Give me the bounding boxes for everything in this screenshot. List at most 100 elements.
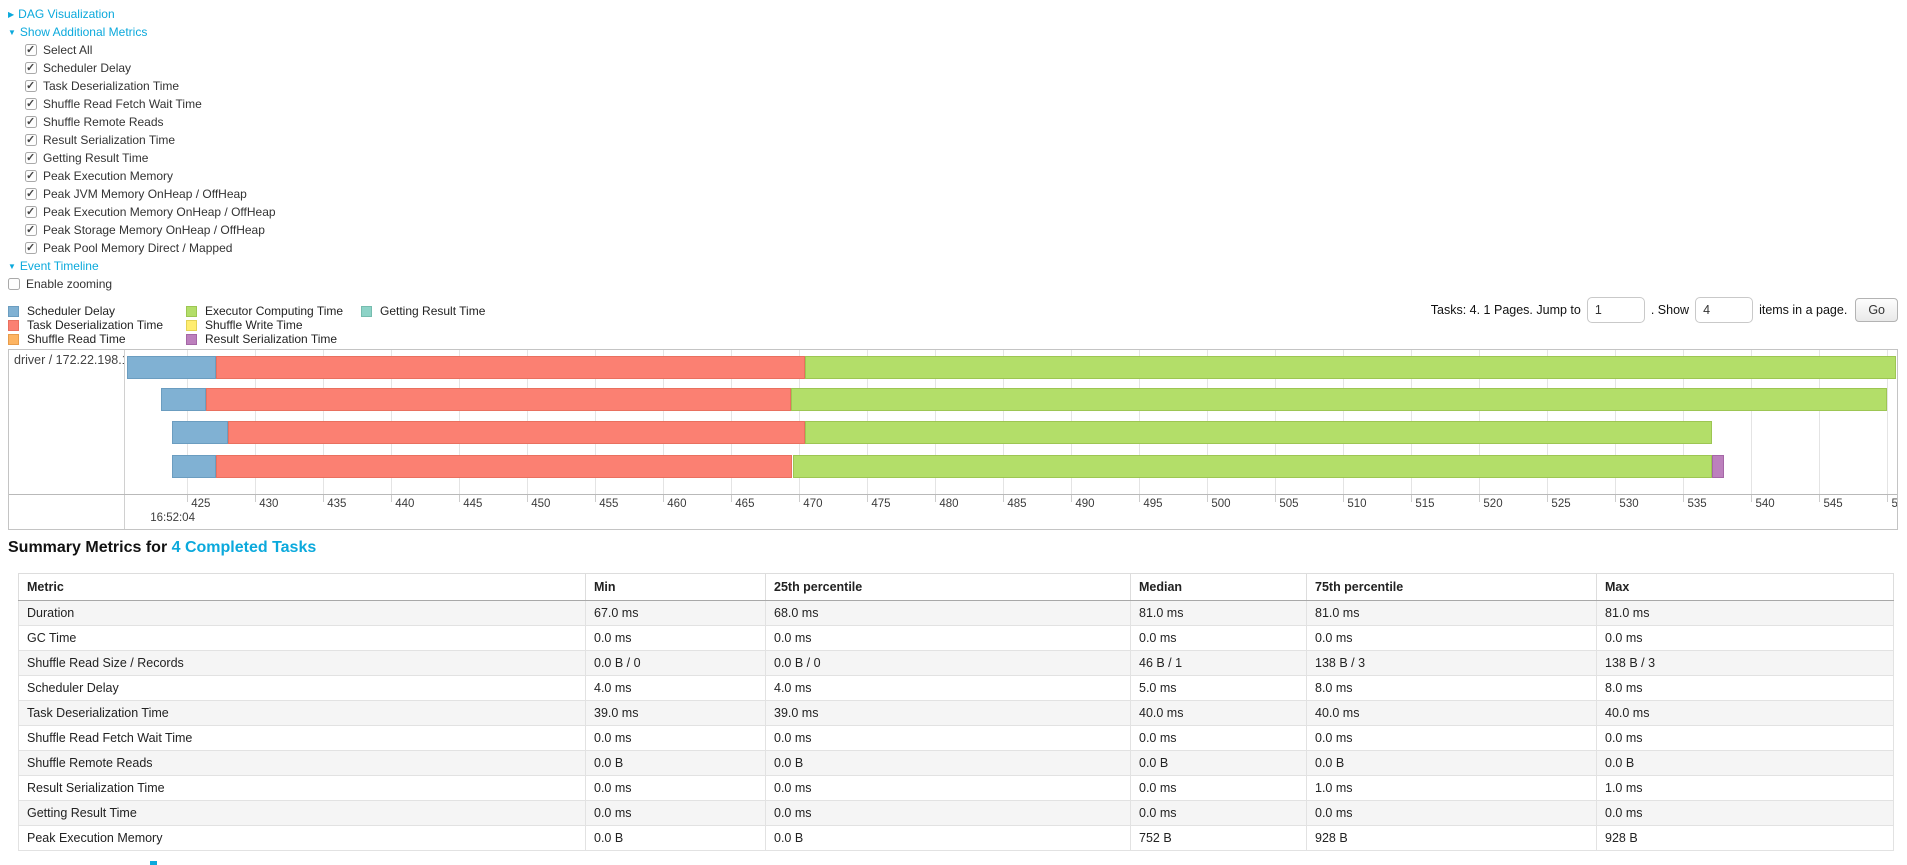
metric-checkbox[interactable] <box>25 97 37 110</box>
table-cell: 928 B <box>1306 825 1597 851</box>
task-bar-segment-scheduler-delay[interactable] <box>161 388 207 411</box>
table-row: Scheduler Delay 4.0 ms 4.0 ms 5.0 ms 8.0 ms 8… <box>18 675 1894 701</box>
table-cell: 0.0 B <box>1596 750 1894 776</box>
metric-checkbox-row[interactable]: Peak Execution Memory <box>8 167 276 185</box>
task-bar-segment-executor-computing[interactable] <box>804 421 1712 444</box>
task-bar-segment-scheduler-delay[interactable] <box>172 421 228 444</box>
gridline <box>1819 350 1821 494</box>
metric-checkbox[interactable] <box>25 223 37 236</box>
dag-visualization-toggle[interactable]: ▶ DAG Visualization <box>8 5 276 23</box>
metric-checkbox-row[interactable]: Shuffle Read Fetch Wait Time <box>8 95 276 113</box>
event-timeline-link[interactable]: Event Timeline <box>19 259 99 273</box>
table-row: Duration 67.0 ms 68.0 ms 81.0 ms 81.0 ms 81.0… <box>18 600 1894 626</box>
executor-group-label: driver / 172.22.198.104 <box>14 353 124 367</box>
task-bar-segment-scheduler-delay[interactable] <box>172 455 216 478</box>
metric-checkbox-row[interactable]: Peak Pool Memory Direct / Mapped <box>8 239 276 257</box>
metric-checkbox[interactable] <box>25 61 37 74</box>
metric-checkbox[interactable] <box>25 43 37 56</box>
legend-label: Scheduler Delay <box>27 304 116 318</box>
pagination-prefix-text: Tasks: 4. 1 Pages. Jump to <box>1430 303 1581 317</box>
metric-checkbox-row[interactable]: Select All <box>8 41 276 59</box>
executor-label-column: driver / 172.22.198.104 <box>9 350 125 529</box>
enable-zooming-row[interactable]: Enable zooming <box>8 275 276 293</box>
table-cell: 39.0 ms <box>765 700 1131 726</box>
task-bar-segment-executor-computing[interactable] <box>804 356 1896 379</box>
axis-tick-label: 530 <box>1619 498 1639 510</box>
metric-checkbox[interactable] <box>25 79 37 92</box>
metric-checkbox-label: Getting Result Time <box>43 151 149 165</box>
show-additional-metrics-toggle[interactable]: ▼ Show Additional Metrics <box>8 23 276 41</box>
legend-swatch-task-deserialization <box>8 319 19 331</box>
table-cell: 0.0 B <box>585 750 766 776</box>
go-button[interactable]: Go <box>1855 298 1898 322</box>
event-timeline-chart: driver / 172.22.198.104 4254304354404454… <box>8 349 1898 530</box>
axis-tick <box>1343 495 1345 502</box>
axis-tick-label: 545 <box>1823 498 1843 510</box>
legend-label: Result Serialization Time <box>205 332 338 346</box>
table-cell: 0.0 ms <box>1306 725 1597 751</box>
axis-tick-label: 505 <box>1279 498 1299 510</box>
axis-tick <box>1751 495 1753 502</box>
task-bar-segment-task-deserialization[interactable] <box>215 356 805 379</box>
table-cell: 4.0 ms <box>585 675 766 701</box>
axis-tick-label: 525 <box>1551 498 1571 510</box>
table-row: Shuffle Remote Reads 0.0 B 0.0 B 0.0 B 0.0 B… <box>18 750 1894 776</box>
axis-tick-label: 500 <box>1211 498 1231 510</box>
metric-checkbox-row[interactable]: Peak JVM Memory OnHeap / OffHeap <box>8 185 276 203</box>
legend-label: Shuffle Write Time <box>205 318 303 332</box>
enable-zooming-checkbox[interactable] <box>8 278 20 290</box>
axis-tick <box>1207 495 1209 502</box>
axis-tick-label: 430 <box>259 498 279 510</box>
axis-tick-label: 475 <box>871 498 891 510</box>
legend-swatch-scheduler-delay <box>8 305 19 317</box>
task-bar-segment-task-deserialization[interactable] <box>215 455 793 478</box>
metric-checkbox-row[interactable]: Peak Execution Memory OnHeap / OffHeap <box>8 203 276 221</box>
task-bar-segment-executor-computing[interactable] <box>792 455 1712 478</box>
table-cell: 0.0 B <box>585 825 766 851</box>
metric-checkbox-row[interactable]: Result Serialization Time <box>8 131 276 149</box>
task-bar-segment-scheduler-delay[interactable] <box>127 356 216 379</box>
legend-swatch-shuffle-read <box>8 333 19 345</box>
task-bar-segment-executor-computing[interactable] <box>791 388 1888 411</box>
table-row: Result Serialization Time 0.0 ms 0.0 ms 0.0… <box>18 775 1894 801</box>
metric-checkbox-row[interactable]: Scheduler Delay <box>8 59 276 77</box>
axis-tick <box>527 495 529 502</box>
task-bar-segment-result-serialization[interactable] <box>1712 455 1725 478</box>
metric-checkbox[interactable] <box>25 187 37 200</box>
metric-checkbox-row[interactable]: Shuffle Remote Reads <box>8 113 276 131</box>
task-bar-segment-task-deserialization[interactable] <box>228 421 805 444</box>
metric-checkbox-row[interactable]: Task Deserialization Time <box>8 77 276 95</box>
metric-checkbox-row[interactable]: Peak Storage Memory OnHeap / OffHeap <box>8 221 276 239</box>
axis-tick-label: 480 <box>939 498 959 510</box>
metric-checkbox[interactable] <box>25 133 37 146</box>
table-cell: 46 B / 1 <box>1130 650 1307 676</box>
axis-tick-label: 450 <box>531 498 551 510</box>
table-cell: Duration <box>18 600 586 626</box>
task-bar-segment-task-deserialization[interactable] <box>206 388 792 411</box>
metric-checkbox-row[interactable]: Getting Result Time <box>8 149 276 167</box>
axis-tick <box>1479 495 1481 502</box>
table-cell: Shuffle Read Fetch Wait Time <box>18 725 586 751</box>
table-cell: 81.0 ms <box>1596 600 1894 626</box>
dag-visualization-link[interactable]: DAG Visualization <box>18 7 115 21</box>
metric-checkbox[interactable] <box>25 115 37 128</box>
jump-to-page-input[interactable] <box>1586 297 1645 323</box>
metric-checkbox[interactable] <box>25 205 37 218</box>
table-cell: Scheduler Delay <box>18 675 586 701</box>
table-cell: 0.0 ms <box>765 775 1131 801</box>
table-cell: 0.0 ms <box>1130 800 1307 826</box>
legend-item-getting-result: Getting Result Time <box>361 304 485 318</box>
items-per-page-input[interactable] <box>1695 297 1754 323</box>
event-timeline-toggle[interactable]: ▼ Event Timeline <box>8 257 276 275</box>
table-cell: 0.0 ms <box>765 625 1131 651</box>
table-cell: 1.0 ms <box>1306 775 1597 801</box>
table-cell: 4.0 ms <box>765 675 1131 701</box>
metric-checkbox[interactable] <box>25 151 37 164</box>
metric-checkbox[interactable] <box>25 241 37 254</box>
table-header-row: Metric Min 25th percentile Median 75th perce… <box>18 573 1894 601</box>
completed-tasks-link[interactable]: 4 Completed Tasks <box>171 539 317 556</box>
show-additional-metrics-link[interactable]: Show Additional Metrics <box>19 25 148 39</box>
axis-tick <box>323 495 325 502</box>
metric-checkbox[interactable] <box>25 169 37 182</box>
table-cell: 0.0 ms <box>585 800 766 826</box>
